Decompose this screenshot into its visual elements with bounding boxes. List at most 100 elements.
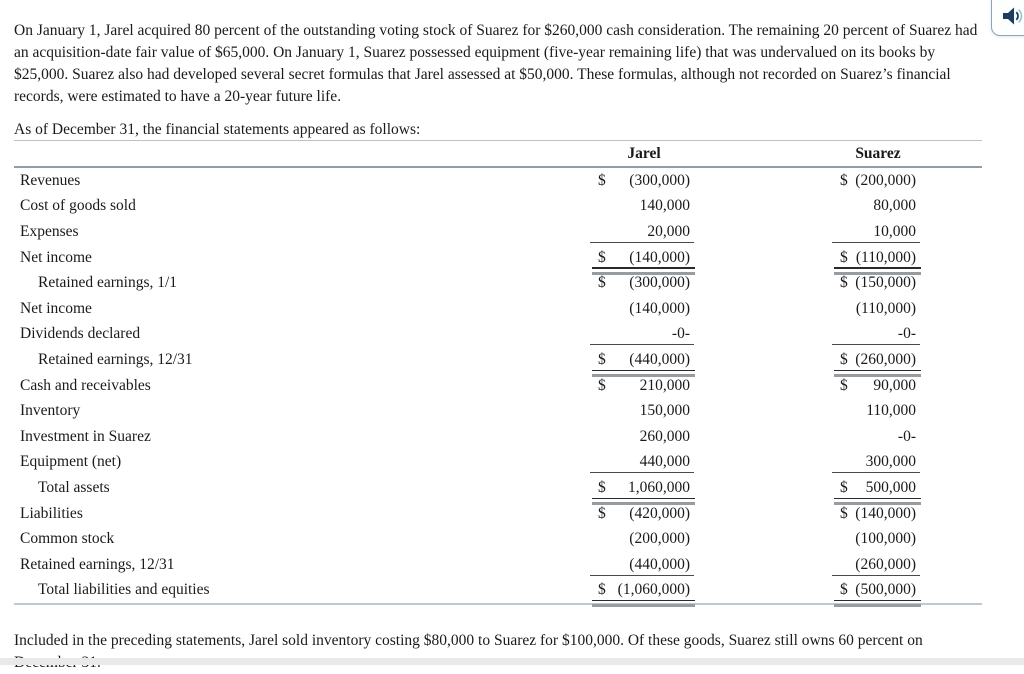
- table-row: Total assets $1,060,000 $500,000: [14, 475, 982, 505]
- amount-value: (440,000): [629, 350, 690, 368]
- amount-value: 140,000: [639, 197, 690, 215]
- table-row: Cash and receivables $210,000 $90,000: [14, 373, 982, 399]
- row-label: Equipment (net): [20, 453, 122, 471]
- table-body: Revenues $ (300,000) $ (200,000) Cost of g…: [14, 168, 982, 608]
- row-label: Revenues: [20, 171, 81, 189]
- jarel-amount-cell: 440,000: [590, 453, 694, 474]
- suarez-amount-cell: $ (260,000): [834, 350, 921, 377]
- dollar-sign: $: [598, 274, 606, 292]
- amount-value: (300,000): [629, 274, 690, 292]
- suarez-amount-cell: 300,000: [832, 453, 920, 474]
- table-row: Total liabilities and equities $ (1,060,0…: [14, 578, 982, 608]
- speaker-icon: [1003, 7, 1023, 25]
- table-header-row: Jarel Suarez: [14, 141, 982, 168]
- amount-value: (260,000): [855, 350, 916, 368]
- jarel-amount-cell: -0-: [590, 325, 694, 346]
- dollar-sign: $: [598, 350, 606, 368]
- amount-value: (440,000): [629, 555, 690, 573]
- dollar-sign: $: [598, 171, 606, 189]
- closing-paragraph: Included in the preceding statements, Ja…: [14, 631, 923, 671]
- dollar-sign: $: [840, 274, 848, 292]
- suarez-amount-cell: -0-: [838, 428, 918, 446]
- dollar-sign: $: [840, 248, 848, 266]
- jarel-amount-cell: $ (300,000): [596, 172, 692, 190]
- row-label: Total assets: [38, 478, 110, 496]
- audio-button[interactable]: [991, 0, 1024, 36]
- amount-value: (140,000): [629, 299, 690, 317]
- amount-value: (200,000): [629, 530, 690, 548]
- amount-value: 210,000: [639, 376, 690, 394]
- amount-value: 10,000: [873, 222, 916, 240]
- financial-statements-table: Jarel Suarez Revenues $ (300,000) $ (200,0…: [14, 140, 982, 608]
- jarel-amount-cell: 20,000: [590, 222, 694, 243]
- suarez-amount-cell: (100,000): [838, 530, 918, 548]
- jarel-amount-cell: (440,000): [590, 555, 694, 576]
- jarel-amount-cell: 150,000: [596, 402, 692, 420]
- dollar-sign: $: [598, 478, 606, 496]
- amount-value: (140,000): [855, 504, 916, 522]
- row-label: Cash and receivables: [20, 376, 151, 394]
- amount-value: (420,000): [629, 504, 690, 522]
- row-label: Common stock: [20, 530, 115, 548]
- amount-value: 150,000: [639, 402, 690, 420]
- amount-value: -0-: [897, 427, 916, 445]
- suarez-amount-cell: (260,000): [832, 556, 920, 576]
- dollar-sign: $: [840, 504, 848, 522]
- amount-value: 440,000: [639, 453, 690, 471]
- amount-value: (1,060,000): [617, 581, 690, 599]
- table-row: Expenses 20,000 10,000: [14, 219, 982, 245]
- row-label: Net income: [20, 299, 92, 317]
- jarel-amount-cell: $210,000: [596, 377, 692, 395]
- row-label: Retained earnings, 12/31: [20, 555, 175, 573]
- dollar-sign: $: [840, 350, 848, 368]
- row-label: Total liabilities and equities: [38, 581, 210, 599]
- table-row: Revenues $ (300,000) $ (200,000): [14, 168, 982, 194]
- amount-value: 20,000: [647, 222, 690, 240]
- table-row: Retained earnings, 12/31 $ (440,000) $ (26…: [14, 347, 982, 377]
- table-row: Dividends declared -0- -0-: [14, 322, 982, 348]
- table-row: Retained earnings, 12/31 (440,000) (260,…: [14, 552, 982, 578]
- dollar-sign: $: [598, 376, 606, 394]
- table-row: Investment in Suarez 260,000 -0-: [14, 424, 982, 450]
- jarel-amount-cell: $1,060,000: [592, 478, 695, 505]
- row-label: Expenses: [20, 222, 79, 240]
- jarel-amount-cell: 140,000: [596, 197, 692, 215]
- page-bottom-strip: [0, 658, 1024, 665]
- row-label: Net income: [20, 248, 92, 266]
- dollar-sign: $: [598, 504, 606, 522]
- amount-value: (100,000): [855, 530, 916, 548]
- dollar-sign: $: [840, 376, 848, 394]
- amount-value: (140,000): [629, 248, 690, 266]
- jarel-amount-cell: $ (420,000): [596, 505, 692, 523]
- column-header-jarel: Jarel: [627, 144, 661, 162]
- dollar-sign: $: [840, 478, 848, 496]
- suarez-amount-cell: -0-: [832, 325, 920, 346]
- suarez-amount-cell: $90,000: [838, 377, 918, 395]
- suarez-amount-cell: 110,000: [838, 402, 918, 420]
- dollar-sign: $: [598, 248, 606, 266]
- jarel-amount-cell: (140,000): [596, 300, 692, 318]
- jarel-amount-cell: (200,000): [596, 530, 692, 548]
- dollar-sign: $: [598, 581, 606, 599]
- suarez-amount-cell: $ (150,000): [838, 274, 918, 292]
- jarel-amount-cell: $ (140,000): [592, 248, 695, 275]
- jarel-amount-cell: $ (300,000): [596, 274, 692, 292]
- amount-value: (300,000): [629, 171, 690, 189]
- amount-value: 110,000: [866, 402, 916, 420]
- amount-value: (110,000): [855, 248, 916, 266]
- amount-value: 500,000: [865, 478, 916, 496]
- amount-value: (150,000): [855, 274, 916, 292]
- jarel-amount-cell: $ (440,000): [592, 350, 695, 377]
- row-label: Cost of goods sold: [20, 197, 136, 215]
- suarez-amount-cell: $ (140,000): [838, 505, 918, 523]
- row-label: Investment in Suarez: [20, 427, 151, 445]
- suarez-amount-cell: $ (200,000): [838, 172, 918, 190]
- row-label: Liabilities: [20, 504, 83, 522]
- row-label: Retained earnings, 1/1: [38, 274, 178, 292]
- amount-value: 300,000: [865, 453, 916, 471]
- amount-value: -0-: [671, 325, 690, 343]
- intro-paragraph: On January 1, Jarel acquired 80 percent …: [14, 21, 978, 105]
- suarez-amount-cell: $ (110,000): [834, 248, 921, 275]
- row-label: Inventory: [20, 402, 81, 420]
- amount-value: 260,000: [639, 427, 690, 445]
